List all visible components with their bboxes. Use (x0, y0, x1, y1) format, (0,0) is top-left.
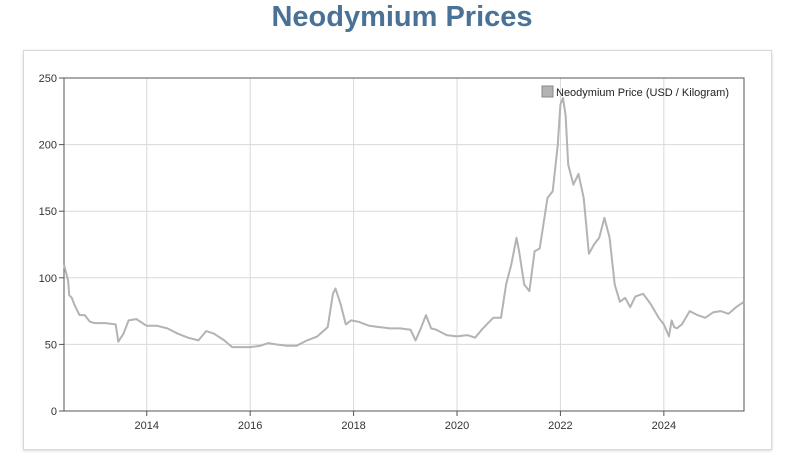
x-tick-label: 2022 (548, 420, 572, 432)
grid-lines (64, 77, 744, 412)
y-tick-label: 200 (39, 140, 57, 152)
y-tick-label: 250 (39, 73, 57, 85)
legend-label: Neodymium Price (USD / Kilogram) (556, 87, 729, 99)
x-tick-label: 2024 (652, 420, 676, 432)
y-tick-label: 150 (39, 206, 57, 218)
x-tick-label: 2018 (341, 420, 365, 432)
x-tick-label: 2020 (445, 420, 469, 432)
y-tick-label: 100 (39, 273, 57, 285)
plot-frame (63, 77, 745, 412)
x-tick-label: 2016 (238, 420, 262, 432)
y-tick-label: 50 (45, 339, 57, 351)
y-tick-label: 0 (51, 406, 57, 418)
series-line (63, 97, 745, 349)
legend-swatch (541, 85, 554, 98)
legend[interactable]: Neodymium Price (USD / Kilogram) (541, 85, 729, 99)
x-tick-label: 2014 (134, 420, 158, 432)
chart-card: 0 50 100 150 200 250 2014 2016 2018 2020 2022 2024 … (23, 50, 772, 450)
series-layer (63, 97, 745, 349)
page-title: Neodymium Prices (271, 1, 533, 33)
axes (59, 77, 745, 416)
tick-labels: 0 50 100 150 200 250 2014 2016 2018 2020 2022 2024 (39, 73, 676, 432)
